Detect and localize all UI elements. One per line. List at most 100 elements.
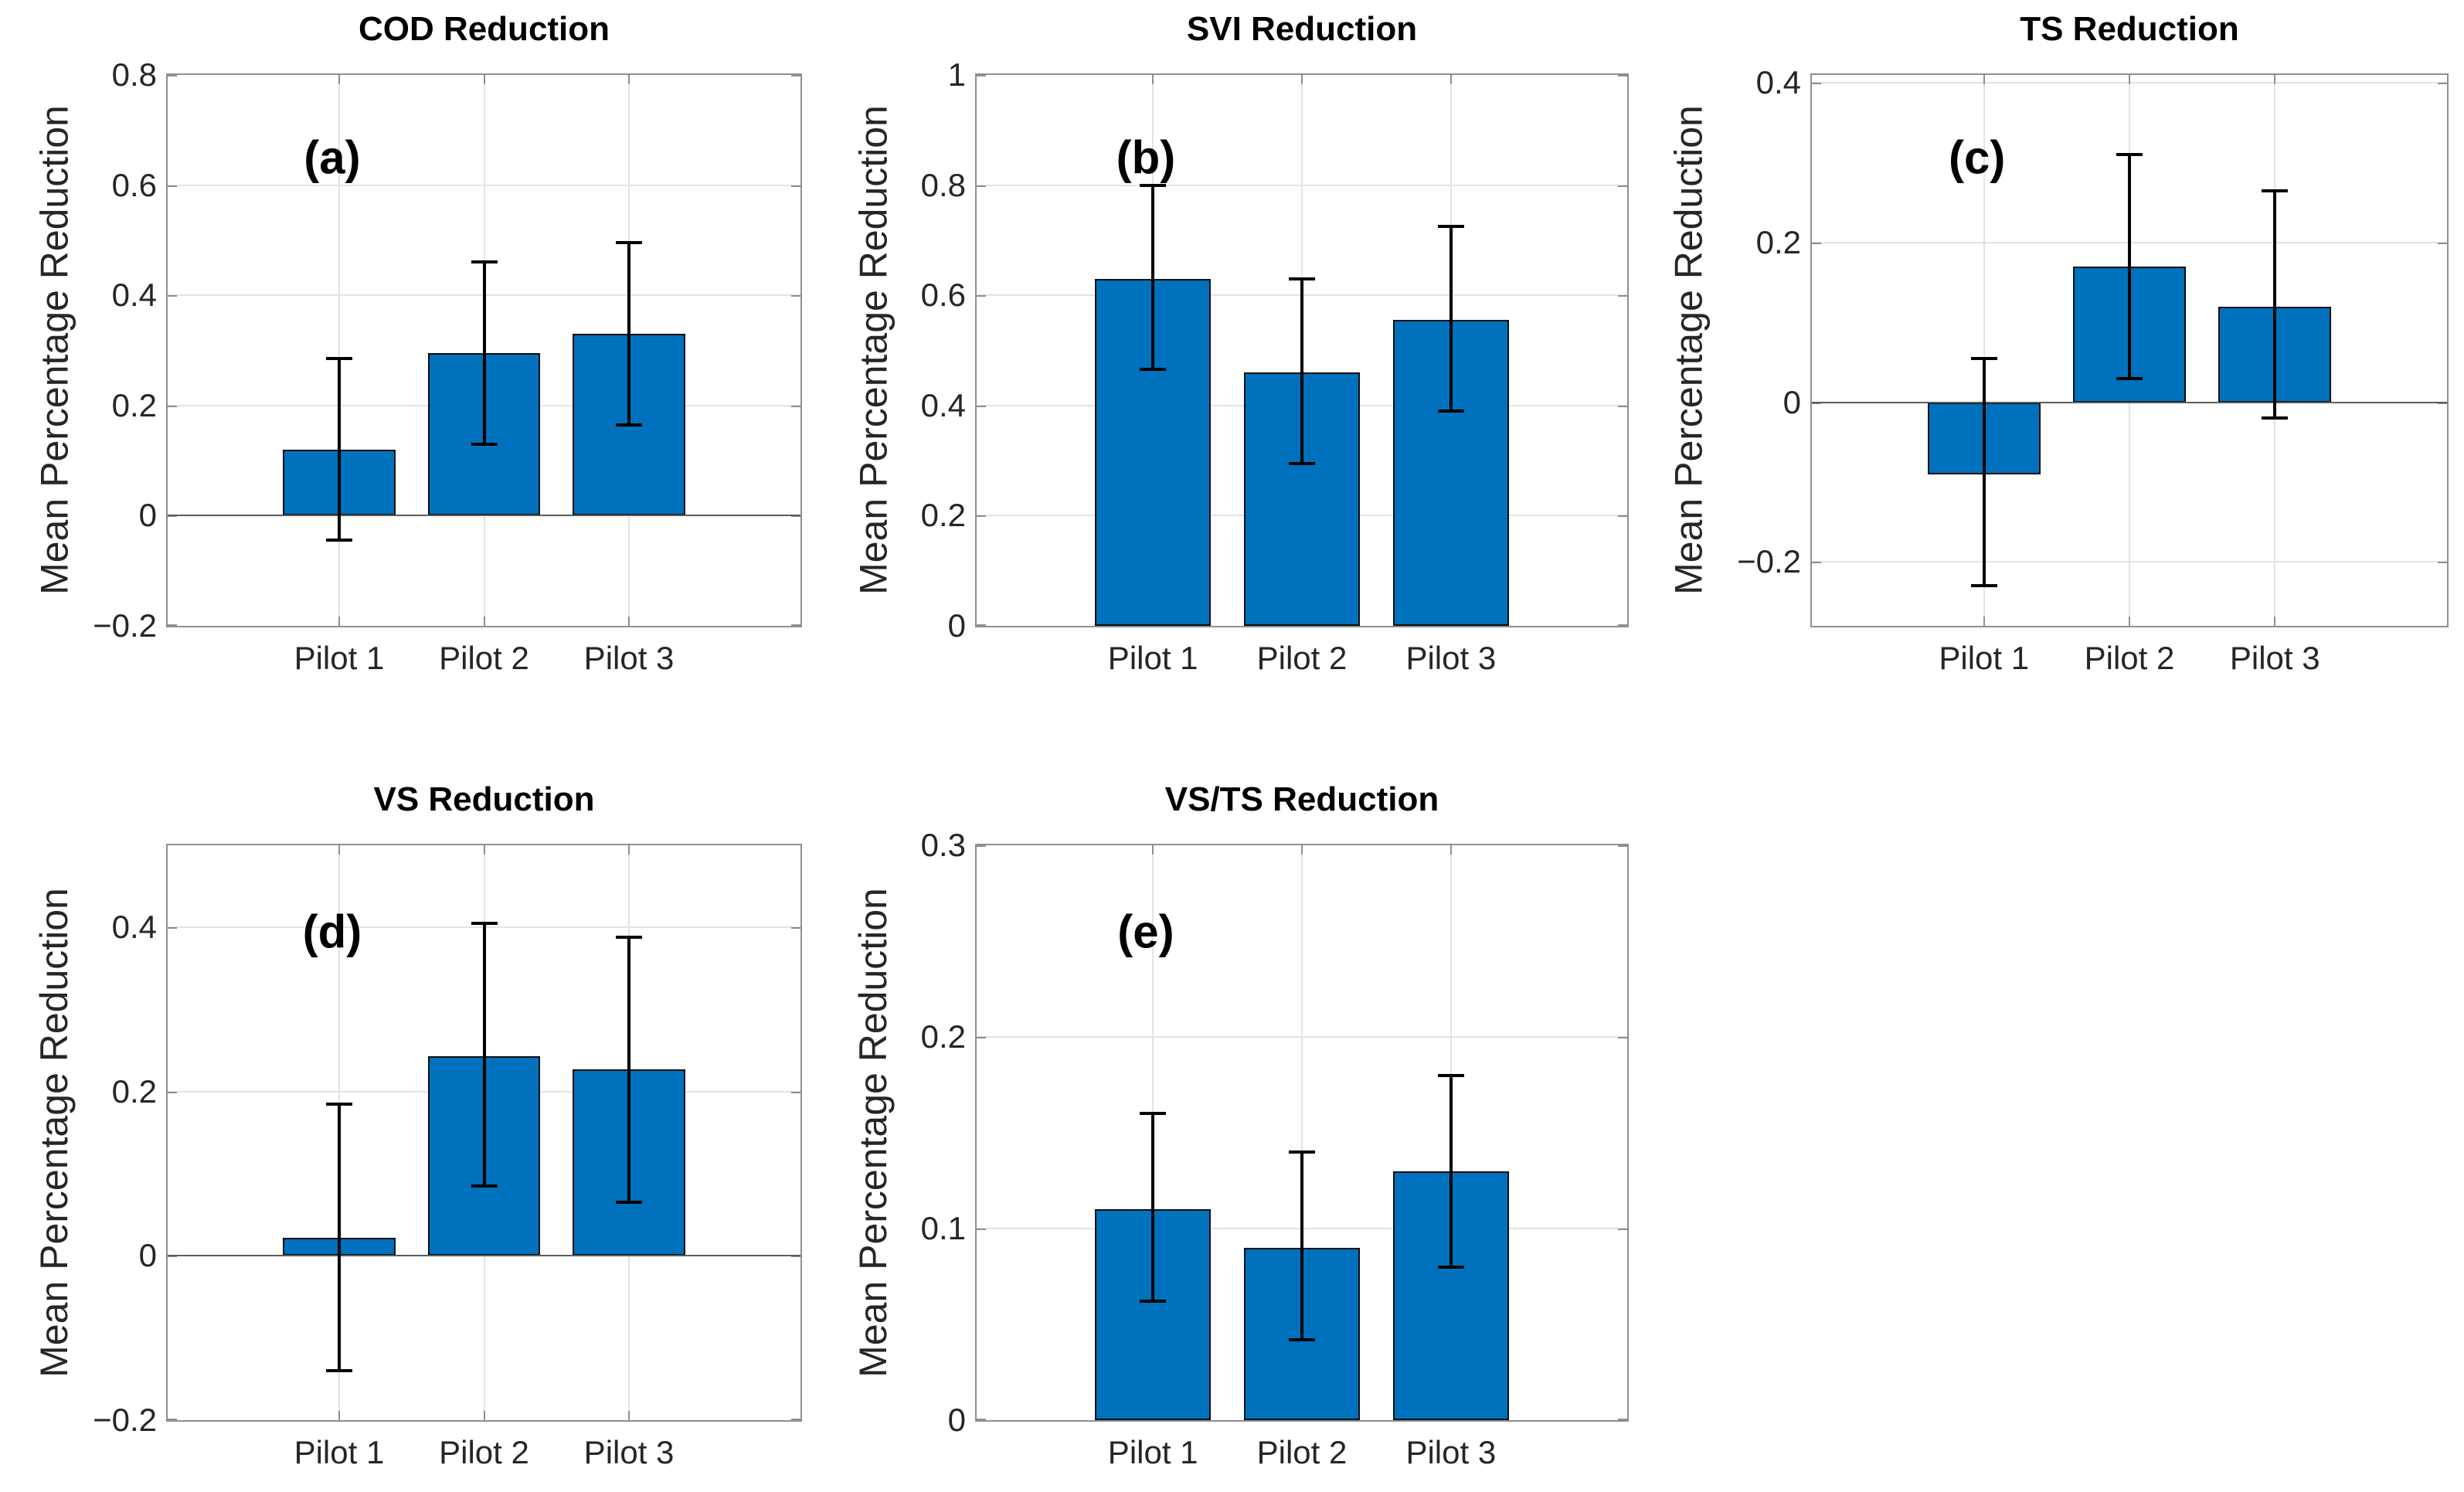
panel-letter: (c) [1949,131,2006,184]
y-tickmark [168,624,177,626]
x-tickmark [1450,845,1452,855]
y-tick-label: −0.2 [93,607,157,644]
plot-area-cod: −0.2 0 0.2 0.4 0.6 0.8 Pilot 1 Pilot 2 Pilot 3 (a… [93,56,802,676]
error-bar-cap-top [1289,1150,1315,1154]
x-tick-label: Pilot 3 [2229,640,2320,676]
zero-baseline [1812,401,2447,403]
error-bar-line [482,923,486,1187]
error-bar-line [1449,1075,1453,1267]
y-tickmark [791,1091,800,1093]
plot-area-ts: −0.2 0 0.2 0.4 Pilot 1 Pilot 2 Pilot 3 (c) [1737,64,2449,676]
x-tick-label: Pilot 1 [294,1434,385,1470]
y-axis-label: Mean Percentage Reduction [32,888,76,1378]
y-tickmark [168,1256,177,1258]
zero-baseline [168,515,800,517]
error-bar-cap-bottom [616,423,643,427]
y-tick-label: 0.2 [920,1018,966,1055]
error-bar-line [627,243,631,425]
error-bar-cap-bottom [2262,416,2289,420]
y-tickmark [1618,405,1627,407]
error-bar-cap-top [325,1102,352,1106]
y-tickmark [1618,1037,1627,1038]
y-tickmark [168,185,177,187]
x-tick-label: Pilot 2 [439,1434,529,1470]
y-tick-label: −0.2 [1737,543,1801,580]
x-tickmark [2129,617,2130,626]
error-bar-line [482,262,486,444]
x-tick-label: Pilot 1 [1107,640,1198,676]
error-bar-cap-bottom [1970,584,1997,588]
x-tick-label: Pilot 2 [1256,1434,1348,1470]
x-tickmark [1152,845,1154,855]
error-bar-line [1449,226,1453,411]
panel-letter: (d) [302,906,362,958]
x-tickmark [483,845,485,855]
y-tickmark [168,927,177,930]
x-tickmark [338,1411,340,1420]
x-tickmark [2274,617,2276,626]
y-tickmark [791,185,800,187]
y-tick-label: 0 [138,497,157,534]
x-tickmark [1301,845,1303,855]
y-tick-label: 0.2 [920,497,966,534]
y-tickmark [168,515,177,518]
error-bar-cap-bottom [1437,409,1464,413]
x-tickmark [2274,75,2276,84]
v-gridline [1983,75,1985,626]
y-tick-label: 0 [947,1402,966,1438]
error-bar-cap-top [1437,225,1464,229]
chart-title-vs: VS Reduction [373,780,595,818]
y-axis-label: Mean Percentage Reduction [32,105,76,595]
panel-letter: (a) [304,131,361,184]
y-tick-label: 0.8 [111,56,157,93]
y-tickmark [791,927,800,930]
error-bar-cap-top [471,260,498,264]
y-tickmark [1618,75,1627,76]
error-bar-line [1151,185,1155,370]
error-bar-cap-top [1140,183,1167,187]
error-bar-cap-top [616,241,643,245]
error-bar-cap-bottom [325,1369,352,1373]
error-bar-cap-bottom [1437,1265,1464,1269]
y-tickmark [168,405,177,407]
y-tickmark [1812,83,1821,85]
y-tickmark [977,185,986,187]
y-tickmark [1618,1419,1627,1420]
y-tick-label: 0.2 [111,386,157,423]
error-bar-cap-top [1140,1112,1167,1116]
error-bar-cap-top [1437,1073,1464,1077]
y-tickmark [791,1256,800,1258]
error-bar-line [1300,278,1303,464]
x-tick-label: Pilot 1 [1939,640,2030,676]
x-tick-label: Pilot 2 [1256,640,1348,676]
error-bar-cap-top [2262,189,2289,192]
x-tickmark [483,75,485,84]
y-tickmark [791,515,800,518]
error-bar-line [337,1103,341,1371]
x-tickmark [628,845,630,855]
y-tick-label: 0.4 [111,277,157,314]
x-tickmark [483,1411,485,1420]
x-tick-label: Pilot 2 [439,640,529,676]
error-bar-line [1151,1113,1155,1302]
error-bar-line [1300,1151,1303,1340]
x-tick-label: Pilot 3 [583,640,675,676]
plot-area-svi: 0 0.2 0.4 0.6 0.8 1 Pilot 1 Pilot 2 Pilot 3 (b) [921,56,1629,676]
y-tick-label: 0 [138,1237,157,1274]
error-bar-cap-top [616,936,643,940]
y-tickmark [977,624,986,626]
chart-title-cod: COD Reduction [358,10,610,48]
x-tick-label: Pilot 3 [1405,1434,1497,1470]
v-gridline [338,75,340,626]
y-tickmark [168,75,177,76]
x-tick-label: Pilot 1 [1107,1434,1198,1470]
error-bar-line [2273,190,2277,419]
error-bar-line [337,359,341,541]
error-bar-cap-top [2116,153,2143,157]
x-tickmark [628,75,630,84]
y-tickmark [1618,1229,1627,1230]
y-tickmark [791,295,800,297]
panel-letter: (e) [1117,906,1174,958]
error-bar-cap-bottom [471,442,498,446]
